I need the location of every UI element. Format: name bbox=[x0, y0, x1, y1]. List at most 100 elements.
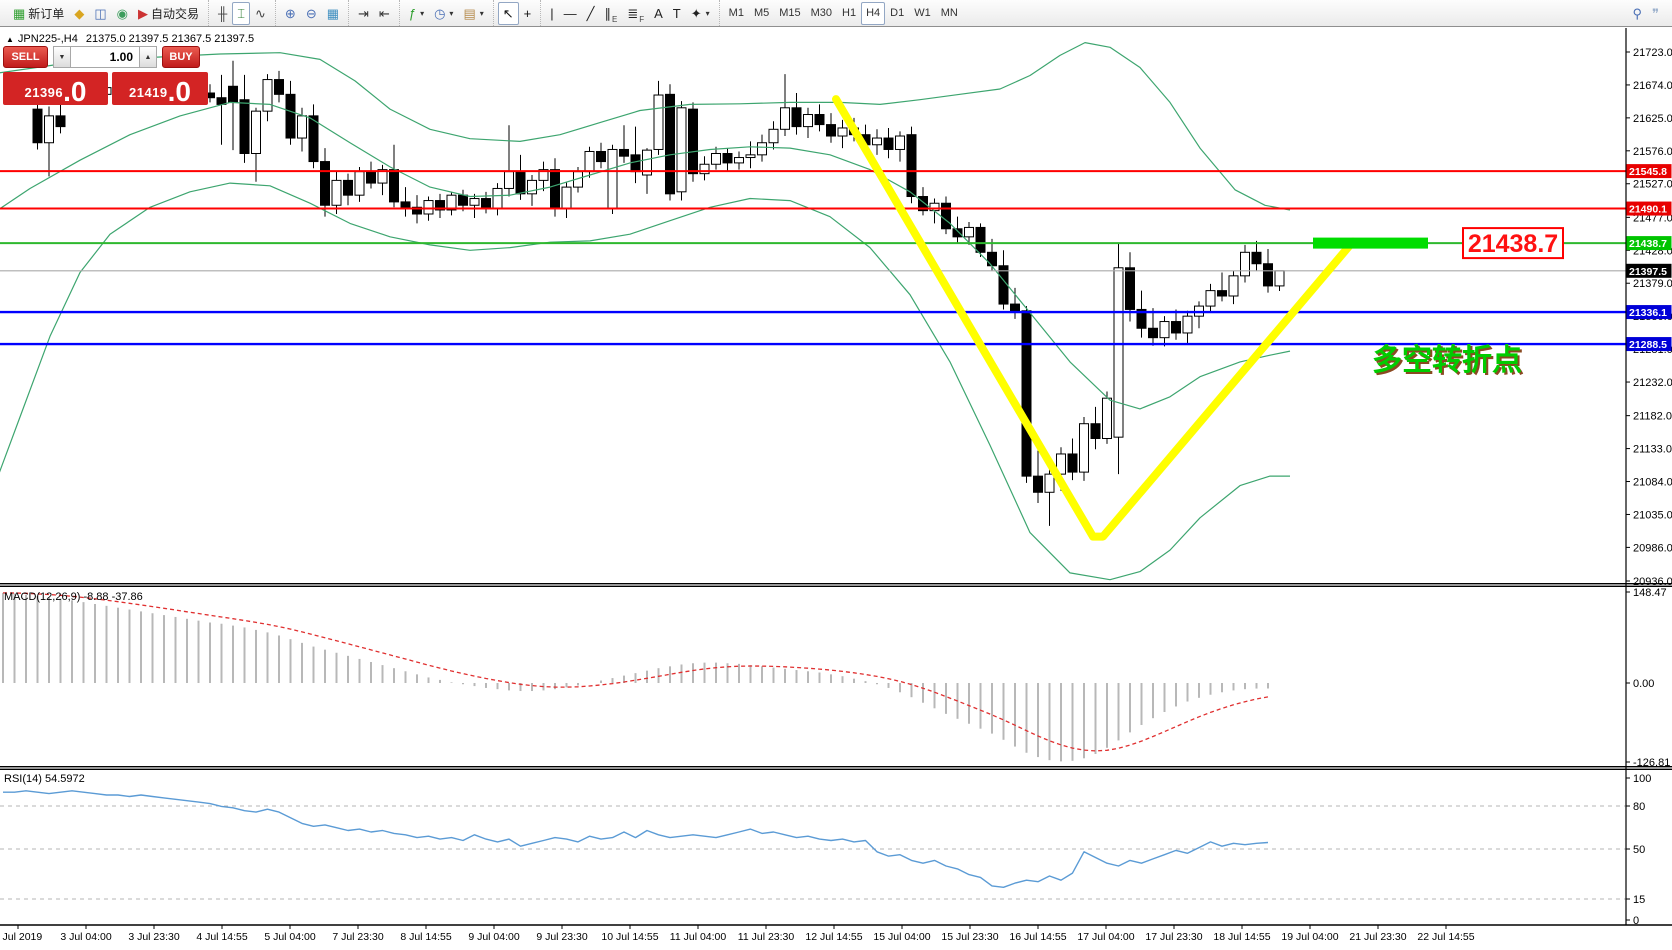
line-chart-button[interactable]: ∿ bbox=[250, 2, 271, 25]
vertical-line-glyph-icon: | bbox=[550, 5, 554, 21]
turning-point-label[interactable]: 多空转折点 bbox=[1372, 344, 1522, 377]
volume-input[interactable]: 1.00 bbox=[70, 46, 140, 68]
candlestick-chart-button[interactable]: ⌶ bbox=[232, 1, 250, 25]
pane-separator[interactable] bbox=[0, 585, 1672, 587]
macd-pane: MACD(12,26,9) -8.88 -37.86 148.47 0.00 -126… bbox=[2, 587, 1670, 769]
dropdown-arrow-icon[interactable]: ▾ bbox=[420, 8, 425, 18]
sell-price-frac: .0 bbox=[63, 76, 87, 108]
pane-separator[interactable] bbox=[0, 768, 1672, 770]
equidistant-channel-button[interactable]: ∥ E bbox=[599, 2, 622, 25]
price-callout-box[interactable] bbox=[1462, 227, 1564, 260]
pane-separator[interactable] bbox=[0, 766, 1672, 768]
timeframe-h4-button[interactable]: H4 bbox=[861, 1, 886, 25]
candle-body bbox=[711, 152, 721, 165]
volume-decrease-button[interactable]: ▼ bbox=[53, 46, 70, 68]
chart-symbol-title: ▲ JPN225-,H4 21375.0 21397.5 21367.5 21397… bbox=[6, 33, 254, 45]
timeframe-d1-button[interactable]: D1 bbox=[885, 2, 909, 25]
candle-body bbox=[481, 198, 491, 210]
text-button[interactable]: A bbox=[649, 2, 668, 25]
vertical-line-button[interactable]: | bbox=[545, 2, 558, 25]
candle-body bbox=[285, 93, 296, 139]
bar-chart-button[interactable]: ╫ bbox=[213, 2, 232, 25]
pane-separator[interactable] bbox=[0, 583, 1672, 585]
candle-body bbox=[504, 171, 514, 189]
candle-body bbox=[1033, 475, 1043, 493]
candle bbox=[55, 102, 66, 134]
candle bbox=[1205, 283, 1216, 313]
dropdown-arrow-icon[interactable]: ▾ bbox=[705, 8, 710, 18]
buy-price-display[interactable]: 21419.0 bbox=[112, 72, 208, 106]
candle-body bbox=[607, 148, 618, 210]
new-order-button[interactable]: ▦ 新订单 bbox=[8, 2, 69, 25]
timeframe-m30-button[interactable]: M30 bbox=[806, 2, 837, 25]
candle bbox=[1067, 438, 1078, 481]
green-highlight-bar[interactable] bbox=[1313, 237, 1428, 249]
line-chart-glyph-icon: ∿ bbox=[255, 5, 266, 21]
candle bbox=[768, 121, 779, 150]
candle-body bbox=[1021, 310, 1032, 477]
zoom-in-button[interactable]: ⊕ bbox=[280, 2, 301, 25]
horizontal-line-button[interactable]: — bbox=[559, 2, 582, 25]
chart-shift-button[interactable]: ⇥ bbox=[353, 2, 374, 25]
timeframe-m5-button[interactable]: M5 bbox=[749, 2, 774, 25]
price-tag: 21336.1 bbox=[1626, 305, 1672, 320]
indicators-button[interactable]: ƒ ▾ bbox=[404, 2, 429, 25]
buy-button[interactable]: BUY bbox=[162, 46, 200, 68]
data-window-button[interactable]: ◉ bbox=[112, 2, 133, 25]
crosshair-button[interactable]: + bbox=[519, 2, 537, 25]
sell-price-display[interactable]: 21396.0 bbox=[3, 72, 108, 108]
auto-scroll-glyph-icon: ⇤ bbox=[378, 5, 390, 21]
text-label-button[interactable]: T bbox=[668, 2, 686, 25]
templates-button[interactable]: ▤ ▾ bbox=[458, 2, 488, 25]
timeframe-mn-button[interactable]: MN bbox=[936, 2, 963, 25]
cursor-button[interactable]: ↖ bbox=[497, 1, 519, 25]
rsi-axis-label: 0 bbox=[1633, 915, 1639, 927]
time-axis[interactable]: 2 Jul 2019 3 Jul 04:00 3 Jul 23:30 4 Jul 14… bbox=[0, 924, 1672, 943]
zoom-group: ⊕ ⊖ ▦ bbox=[274, 0, 348, 26]
candle-body bbox=[331, 179, 342, 206]
price-tag: 21397.5 bbox=[1626, 263, 1672, 278]
timeframe-m1-button[interactable]: M1 bbox=[724, 2, 749, 25]
dropdown-arrow-icon[interactable]: ▾ bbox=[449, 8, 454, 18]
zoom-in-glyph-icon: ⊕ bbox=[284, 5, 296, 21]
auto-scroll-button[interactable]: ⇤ bbox=[374, 2, 395, 25]
yellow-v-trendline[interactable] bbox=[832, 95, 1357, 541]
zoom-out-button[interactable]: ⊖ bbox=[301, 2, 322, 25]
price-axis[interactable]: 21723.021674.021625.021576.021527.021477… bbox=[1625, 28, 1672, 925]
candle-body bbox=[1228, 275, 1239, 297]
chart-profiles-button[interactable]: ◆ bbox=[69, 2, 89, 25]
candle-body bbox=[745, 154, 756, 159]
sell-button[interactable]: SELL bbox=[3, 46, 48, 68]
candle-body bbox=[354, 171, 365, 196]
collapse-panel-arrow-icon[interactable]: ▲ bbox=[6, 35, 14, 44]
auto-trading-button[interactable]: ▶ 自动交易 bbox=[133, 2, 204, 25]
search-icon[interactable]: ⚲ bbox=[1627, 2, 1647, 25]
candle-body bbox=[423, 200, 434, 215]
timeframe-h1-button[interactable]: H1 bbox=[837, 2, 861, 25]
price-tag-bg bbox=[1626, 164, 1672, 179]
market-watch-button[interactable]: ◫ bbox=[89, 2, 111, 25]
volume-increase-button[interactable]: ▲ bbox=[140, 46, 157, 68]
trendline-button[interactable]: ╱ bbox=[582, 2, 600, 25]
dropdown-arrow-icon[interactable]: ▾ bbox=[479, 8, 484, 18]
candle-body bbox=[1102, 397, 1112, 440]
timeframe-m15-button[interactable]: M15 bbox=[774, 2, 805, 25]
candle-body bbox=[274, 79, 284, 95]
periods-button[interactable]: ◷ ▾ bbox=[429, 2, 458, 25]
timeframe-w1-button[interactable]: W1 bbox=[909, 2, 936, 25]
chat-icon[interactable]: ❞ bbox=[1647, 2, 1664, 25]
timeframe-h1-button-label: H1 bbox=[842, 7, 857, 19]
price-axis-label: 20936.0 bbox=[1633, 576, 1672, 588]
candle-body bbox=[803, 114, 813, 128]
candle-body bbox=[619, 148, 629, 157]
time-axis-label: 11 Jul 23:30 bbox=[738, 931, 795, 943]
candle-body bbox=[515, 171, 526, 195]
fibonacci-button[interactable]: ≣ F bbox=[622, 2, 649, 25]
tile-windows-button[interactable]: ▦ bbox=[322, 2, 344, 25]
price-tag-text: 21545.8 bbox=[1629, 166, 1667, 178]
arrows-button[interactable]: ✦ ▾ bbox=[686, 2, 715, 25]
candle bbox=[745, 141, 756, 169]
time-axis-label: 17 Jul 23:30 bbox=[1145, 931, 1202, 943]
